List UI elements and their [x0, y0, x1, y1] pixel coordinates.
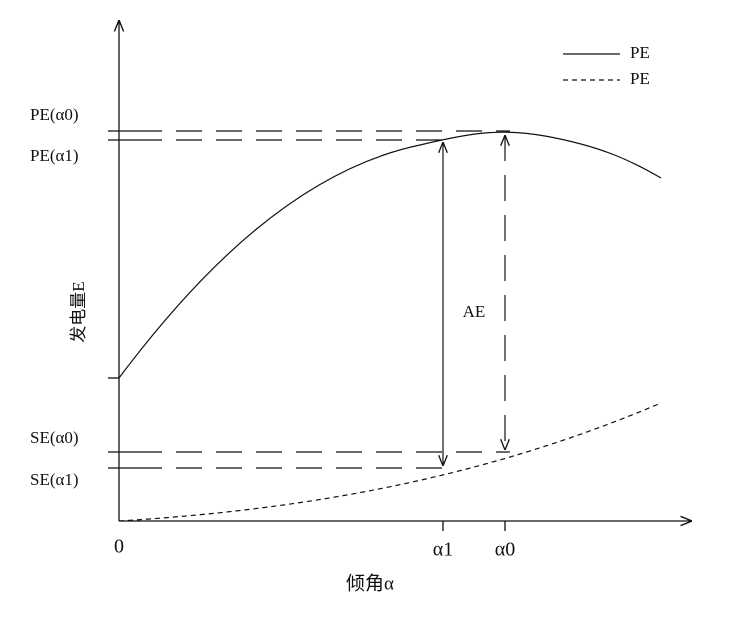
legend-label: PE — [630, 43, 650, 62]
legend-label: PE — [630, 69, 650, 88]
x-label: α1 — [433, 539, 453, 561]
y-label: SE(α1) — [30, 470, 79, 489]
y-label: PE(α0) — [30, 105, 79, 124]
x-label: 0 — [114, 536, 124, 558]
pe-curve — [118, 131, 662, 379]
y-label: PE(α1) — [30, 146, 79, 165]
y-axis-title: 发电量E — [69, 281, 88, 342]
se-curve — [118, 402, 662, 522]
y-label: SE(α0) — [30, 428, 79, 447]
annotation: AE — [463, 302, 486, 321]
x-label: α0 — [495, 539, 515, 561]
x-axis-title: 倾角α — [346, 572, 394, 594]
